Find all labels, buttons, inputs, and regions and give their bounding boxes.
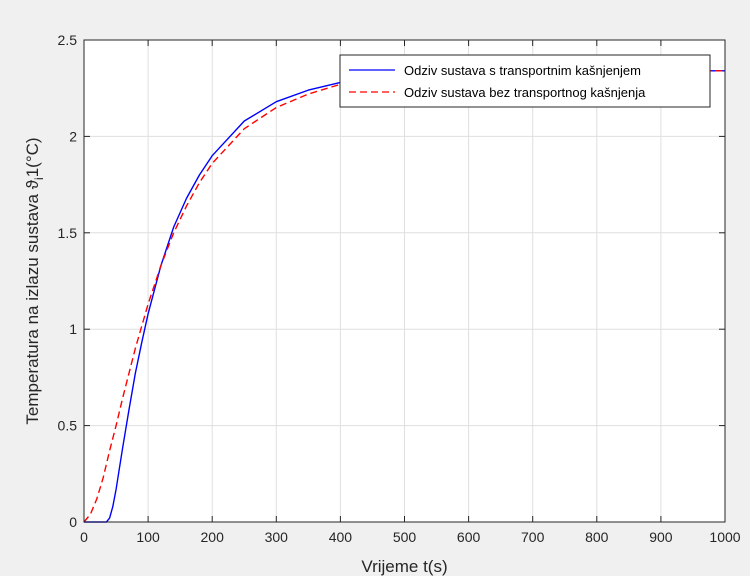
plot-border <box>83 39 726 523</box>
legend: Odziv sustava s transportnim kašnjenjem … <box>339 54 711 108</box>
x-tick-label: 900 <box>649 529 673 545</box>
y-tick-label: 0.5 <box>58 418 78 434</box>
legend-label-series-2: Odziv sustava bez transportnog kašnjenja <box>404 85 646 100</box>
x-tick-label: 200 <box>201 529 225 545</box>
y-axis-label: Temperatura na izlazu sustava ϑi1(°C) <box>23 137 46 424</box>
x-axis-label: Vrijeme t(s) <box>361 557 447 576</box>
x-tick-label: 800 <box>585 529 609 545</box>
y-tick-label: 1.5 <box>58 225 78 241</box>
tick-labels: 0 100 200 300 400 500 600 700 800 900 1000 0 0.5 1 1.5… <box>58 32 741 545</box>
legend-label-series-1: Odziv sustava s transportnim kašnjenjem <box>404 63 641 78</box>
y-tick-label: 1 <box>69 321 77 337</box>
y-tick-label: 2.5 <box>58 32 78 48</box>
y-tick-label: 0 <box>69 514 77 530</box>
x-tick-label: 400 <box>329 529 353 545</box>
y-tick-label: 2 <box>69 128 77 144</box>
x-tick-label: 500 <box>393 529 417 545</box>
x-tick-label: 300 <box>265 529 289 545</box>
x-tick-label: 0 <box>80 529 88 545</box>
legend-box <box>339 54 711 108</box>
x-tick-label: 100 <box>136 529 160 545</box>
x-tick-label: 700 <box>521 529 545 545</box>
x-tick-label: 600 <box>457 529 481 545</box>
axis-ticks <box>83 39 726 523</box>
x-tick-label: 1000 <box>709 529 740 545</box>
